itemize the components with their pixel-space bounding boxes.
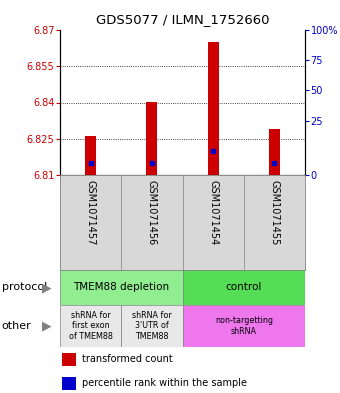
Text: percentile rank within the sample: percentile rank within the sample: [82, 378, 247, 388]
Text: ▶: ▶: [41, 281, 51, 294]
Bar: [146, 103, 157, 175]
Text: protocol: protocol: [2, 283, 47, 292]
Text: GSM1071457: GSM1071457: [86, 180, 96, 245]
Text: shRNA for
first exon
of TMEM88: shRNA for first exon of TMEM88: [69, 311, 113, 341]
Text: GSM1071454: GSM1071454: [208, 180, 218, 245]
Text: transformed count: transformed count: [82, 354, 173, 364]
Text: GSM1071455: GSM1071455: [269, 180, 279, 245]
Text: GSM1071456: GSM1071456: [147, 180, 157, 245]
Text: GDS5077 / ILMN_1752660: GDS5077 / ILMN_1752660: [96, 13, 269, 26]
Bar: [183, 270, 305, 305]
Text: control: control: [225, 283, 262, 292]
Bar: [63, 377, 76, 390]
Bar: [121, 305, 183, 347]
Text: non-targetting
shRNA: non-targetting shRNA: [215, 316, 273, 336]
Bar: [60, 305, 121, 347]
Text: other: other: [2, 321, 31, 331]
Text: TMEM88 depletion: TMEM88 depletion: [73, 283, 169, 292]
Bar: [60, 270, 183, 305]
Bar: [85, 136, 96, 175]
Bar: [63, 353, 76, 366]
Text: ▶: ▶: [41, 320, 51, 332]
Text: shRNA for
3'UTR of
TMEM88: shRNA for 3'UTR of TMEM88: [132, 311, 172, 341]
Bar: [183, 305, 305, 347]
Bar: [208, 42, 219, 175]
Bar: [269, 129, 280, 175]
